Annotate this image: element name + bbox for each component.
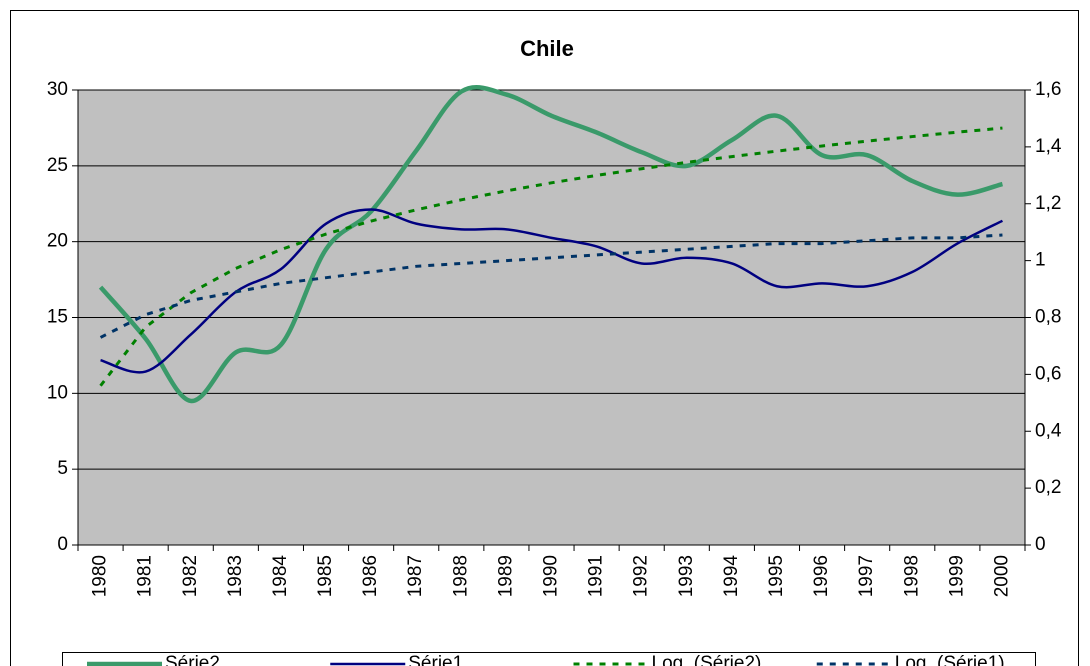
x-tick-label: 1984 (270, 555, 291, 598)
x-tick-label: 1987 (405, 555, 426, 597)
y-tick-label: 15 (47, 307, 68, 328)
x-tick-label: 1992 (631, 555, 652, 597)
x-tick-label: 1994 (721, 555, 742, 598)
x-tick-label: 1991 (586, 555, 607, 597)
x-tick-label: 1997 (856, 555, 877, 597)
x-tick-label: 1995 (766, 555, 787, 597)
x-tick-label: 1993 (676, 555, 697, 597)
y2-tick-label: 1,4 (1035, 136, 1062, 157)
y2-tick-label: 1 (1035, 250, 1046, 271)
x-tick-label: 1999 (946, 555, 967, 597)
x-tick-label: 2000 (991, 555, 1012, 597)
y2-tick-label: 1,2 (1035, 193, 1061, 214)
y2-tick-label: 0,4 (1035, 420, 1062, 441)
x-tick-label: 1982 (180, 555, 201, 597)
legend-label: Log. (Série2) (652, 653, 762, 666)
y-tick-label: 10 (47, 382, 68, 403)
x-tick-label: 1989 (495, 555, 516, 597)
legend-label: Série1 (408, 653, 463, 666)
y2-tick-label: 0,6 (1035, 363, 1061, 384)
x-tick-label: 1983 (225, 555, 246, 597)
x-tick-label: 1985 (315, 555, 336, 597)
series-line (98, 85, 1004, 404)
y2-tick-label: 1,6 (1035, 79, 1061, 100)
y2-tick-label: 0,8 (1035, 307, 1061, 328)
y2-tick-label: 0,2 (1035, 477, 1061, 498)
y-tick-label: 0 (57, 534, 68, 555)
y-tick-label: 5 (57, 458, 68, 479)
series-line (99, 126, 1003, 387)
series-line (100, 208, 1004, 374)
y2-tick-label: 0 (1035, 534, 1046, 555)
x-tick-label: 1980 (90, 555, 111, 597)
y-tick-label: 25 (47, 155, 68, 176)
x-tick-label: 1996 (811, 555, 832, 597)
x-tick-label: 1998 (901, 555, 922, 597)
series-line (99, 233, 1003, 339)
y-tick-label: 20 (47, 231, 68, 252)
legend-label: Log. (Série1) (895, 653, 1005, 666)
x-tick-label: 1990 (541, 555, 562, 597)
x-tick-label: 1986 (360, 555, 381, 597)
x-tick-label: 1981 (135, 555, 156, 597)
y-tick-label: 30 (47, 79, 68, 100)
legend-box (62, 652, 1036, 666)
legend-label: Série2 (165, 653, 220, 666)
x-tick-label: 1988 (450, 555, 471, 597)
chart-title: Chile (520, 36, 574, 61)
